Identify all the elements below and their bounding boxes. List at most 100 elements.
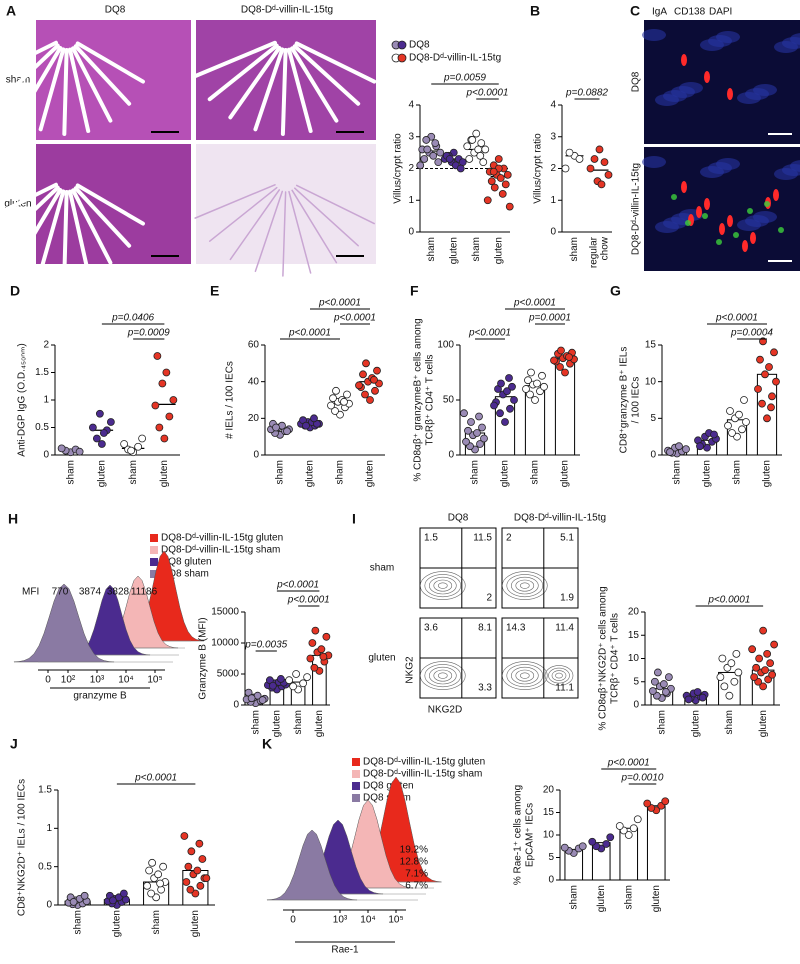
data-point xyxy=(169,396,178,404)
villus-gap xyxy=(291,189,338,264)
data-point xyxy=(732,649,741,658)
data-point xyxy=(460,409,468,418)
data-point xyxy=(456,164,465,173)
panel-letter: F xyxy=(410,283,419,299)
data-point xyxy=(289,682,298,691)
nuclei xyxy=(642,29,666,41)
y-tick-label: 1 xyxy=(550,195,556,206)
nuclei xyxy=(700,39,724,51)
cd138-signal xyxy=(702,213,708,219)
villus-gap xyxy=(280,47,288,136)
mfi-value: 11186 xyxy=(131,587,158,598)
data-point xyxy=(476,440,484,448)
data-point xyxy=(158,379,167,388)
data-point xyxy=(766,659,775,668)
y-axis-label: TCRβ⁺ CD4⁺ T cells xyxy=(610,613,621,704)
data-point xyxy=(258,696,267,704)
p-value: p<0.0001 xyxy=(468,328,511,339)
data-point xyxy=(718,654,727,663)
data-point xyxy=(725,691,734,700)
x-tick-label: sham xyxy=(293,710,304,734)
cd138-signal xyxy=(747,208,753,214)
mfi-label: MFI xyxy=(22,587,39,598)
legend-label: DQ8-Dᵈ-villin-IL-15tg gluten xyxy=(363,757,485,768)
quadrant-value: 1.5 xyxy=(424,533,438,544)
x-tick-label: sham xyxy=(569,237,580,261)
data-point xyxy=(748,645,757,654)
data-point xyxy=(506,404,514,413)
percent-annotation: 19.2% xyxy=(400,845,428,856)
data-point xyxy=(366,396,374,404)
data-point xyxy=(57,444,66,453)
data-point xyxy=(311,626,320,635)
x-tick-label: 10⁵ xyxy=(388,915,403,926)
y-tick-label: 0 xyxy=(650,450,656,461)
data-point xyxy=(503,170,512,179)
contour xyxy=(506,664,544,688)
data-point xyxy=(710,430,718,439)
x-tick-label: sham xyxy=(250,710,261,734)
data-point xyxy=(182,878,191,886)
y-tick-label: 10 xyxy=(543,830,555,841)
x-tick-label: sham xyxy=(672,460,683,484)
data-point xyxy=(759,626,768,635)
data-point xyxy=(740,396,748,404)
mfi-value: 3874 xyxy=(79,587,102,598)
y-axis-label: Granzyme B (MFI) xyxy=(198,617,209,699)
data-point xyxy=(490,401,498,410)
contour xyxy=(428,576,457,595)
data-point xyxy=(80,891,89,900)
data-point xyxy=(247,694,256,703)
data-point xyxy=(292,670,301,678)
y-tick-label: 2 xyxy=(408,163,414,174)
legend-marker xyxy=(397,53,407,63)
y-tick-label: 1.5 xyxy=(35,367,49,378)
data-point xyxy=(565,353,573,362)
villus-gap xyxy=(75,183,145,226)
y-tick-label: 4 xyxy=(408,100,414,111)
data-point xyxy=(716,673,725,681)
x-tick-label: sham xyxy=(623,885,634,909)
data-point xyxy=(195,839,204,848)
y-tick-label: 0 xyxy=(43,450,49,461)
y-tick-label: 3 xyxy=(550,131,556,142)
villus-gap xyxy=(207,43,279,102)
x-tick-label: gluten xyxy=(596,885,607,912)
data-point xyxy=(643,799,652,808)
data-point xyxy=(478,423,486,432)
data-point xyxy=(508,382,516,391)
column-label: DQ8 xyxy=(448,513,469,524)
contour xyxy=(437,582,448,589)
panel-letter: D xyxy=(10,283,20,299)
data-point xyxy=(675,442,683,451)
villus-gap xyxy=(293,187,359,247)
contour xyxy=(437,672,448,679)
x-tick-label: sham xyxy=(568,885,579,909)
villus-gap xyxy=(17,45,63,120)
y-axis-label: Villus/crypt ratio xyxy=(533,133,544,204)
data-point xyxy=(434,158,443,167)
data-point xyxy=(557,346,565,355)
data-point xyxy=(151,401,160,410)
quadrant-value: 2 xyxy=(486,593,492,604)
data-point xyxy=(75,447,84,456)
cd138-signal xyxy=(733,232,739,238)
p-value: p<0.0001 xyxy=(707,595,750,606)
x-tick-label: 10⁵ xyxy=(147,675,162,686)
y-axis-label: NKG2 xyxy=(405,656,416,684)
data-point xyxy=(501,180,510,189)
y-tick-label: 0 xyxy=(548,875,554,886)
x-tick-label: gluten xyxy=(159,460,170,487)
p-value: p<0.0001 xyxy=(607,758,650,769)
p-value: p<0.0001 xyxy=(276,580,319,591)
data-point xyxy=(633,815,642,824)
iga-signal xyxy=(704,198,710,210)
data-point xyxy=(184,862,193,871)
data-point xyxy=(565,148,574,157)
data-point xyxy=(561,368,569,377)
y-tick-label: 0 xyxy=(46,900,52,911)
channel-label: DAPI xyxy=(709,7,732,18)
data-point xyxy=(494,155,503,163)
data-point xyxy=(602,840,611,848)
